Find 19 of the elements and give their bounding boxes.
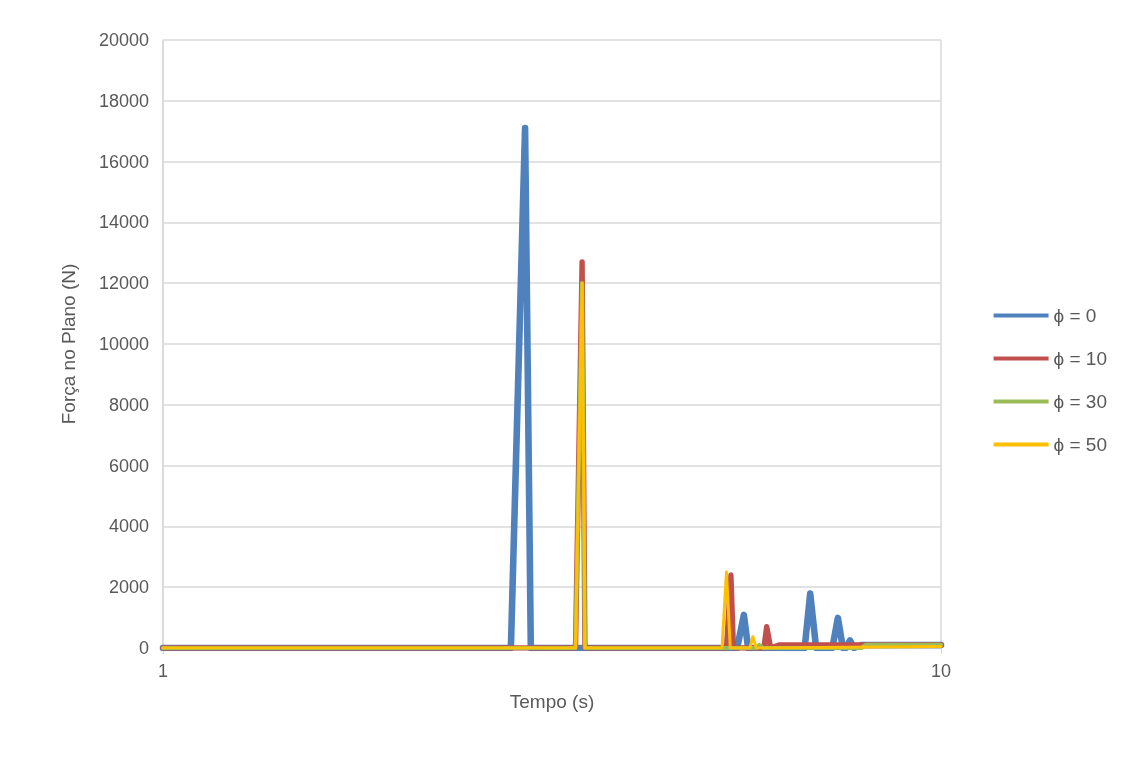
y-axis-title: Força no Plano (N) [58,263,79,425]
y-tick-label: 14000 [98,212,149,233]
y-tick-label: 12000 [98,273,149,294]
legend-label: ϕ = 30 [1053,391,1108,412]
y-tick-label: 0 [138,638,149,658]
y-tick-label: 16000 [98,151,149,172]
legend-label: ϕ = 50 [1053,434,1108,455]
x-tick-label: 1 [157,661,169,681]
y-tick-label: 10000 [98,334,149,354]
legend-label: ϕ = 0 [1053,305,1097,326]
y-tick-label: 4000 [108,516,149,537]
y-tick-label: 18000 [98,90,149,111]
y-tick-label: 6000 [108,455,149,476]
y-tick-label: 8000 [108,394,149,415]
legend-label: ϕ = 10 [1053,348,1108,369]
x-axis-title: Tempo (s) [509,691,595,712]
y-tick-label: 2000 [108,577,149,598]
y-tick-label: 20000 [98,30,149,50]
x-tick-label: 10 [930,661,952,681]
